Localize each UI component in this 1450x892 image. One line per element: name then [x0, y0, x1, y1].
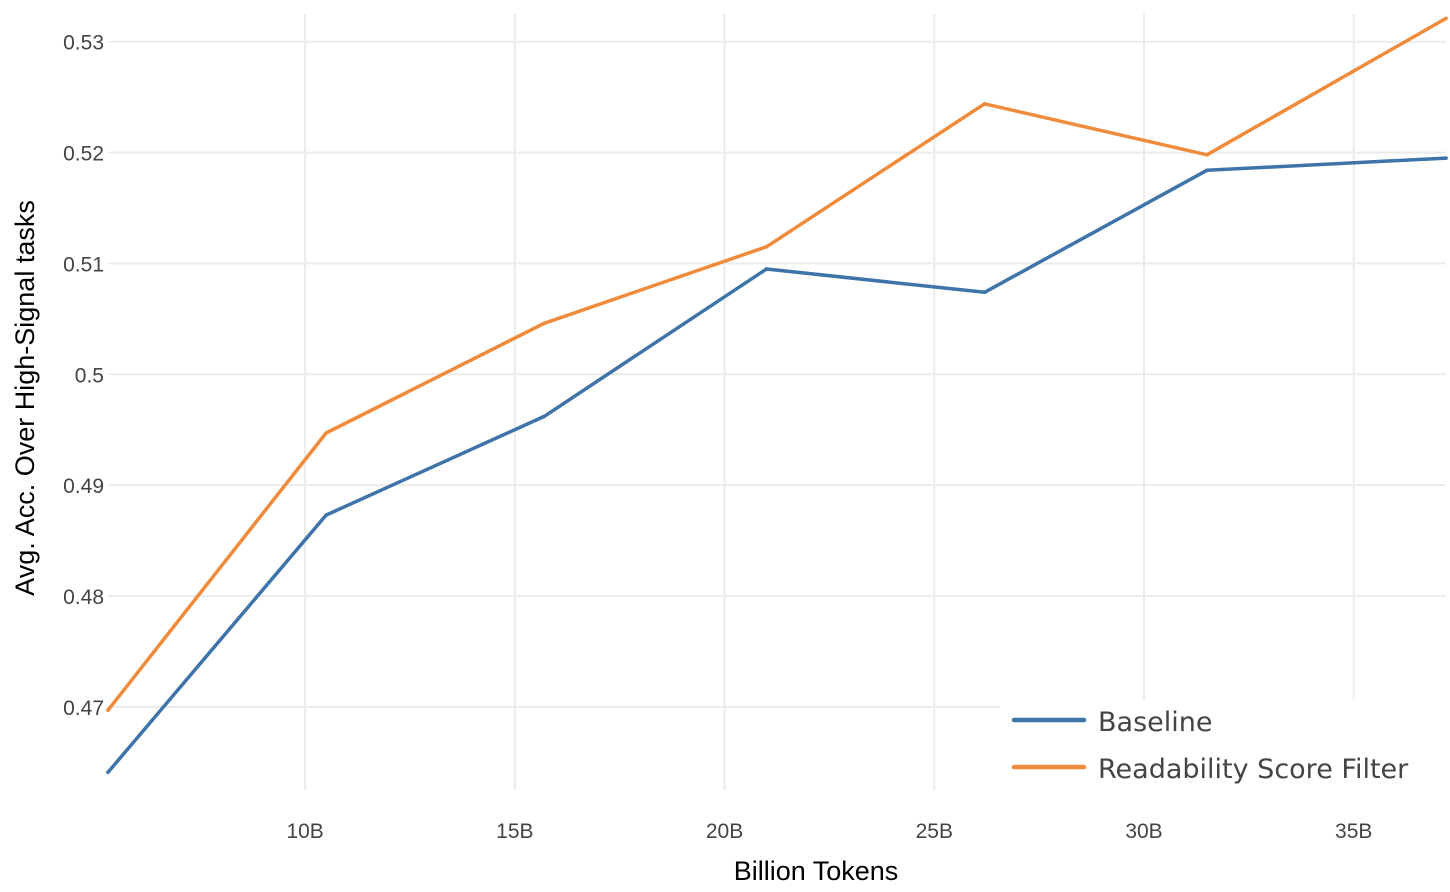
x-tick-label: 25B [916, 820, 953, 843]
data-point-baseline[interactable] [106, 770, 110, 775]
data-point-baseline[interactable] [1444, 156, 1448, 160]
x-tick-labels: 10B 15B 20B 25B 30B 35B [286, 820, 1372, 843]
series-layer [106, 16, 1448, 775]
data-point-readability-score-filter[interactable] [106, 708, 110, 712]
series-line-readability-score-filter [106, 16, 1448, 712]
y-tick-label: 0.51 [63, 253, 104, 276]
series-line-baseline [106, 156, 1448, 775]
data-point-baseline[interactable] [1205, 168, 1209, 173]
x-axis-title: Billion Tokens [734, 856, 899, 886]
y-gridlines [108, 40, 1446, 708]
x-tick-label: 35B [1335, 820, 1372, 843]
y-tick-label: 0.49 [63, 475, 104, 498]
x-tick-label: 15B [496, 820, 533, 843]
x-tick-label: 30B [1125, 820, 1162, 843]
data-point-readability-score-filter[interactable] [324, 431, 328, 435]
y-tick-label: 0.47 [63, 697, 104, 720]
x-tick-label: 20B [706, 820, 743, 843]
x-tick-label: 10B [286, 820, 323, 843]
y-tick-label: 0.53 [63, 32, 104, 55]
y-axis-title: Avg. Acc. Over High-Signal tasks [10, 200, 40, 596]
x-gridlines [304, 14, 1355, 790]
legend-label-baseline[interactable]: Baseline [1098, 707, 1212, 738]
data-point-baseline[interactable] [982, 290, 987, 295]
data-point-readability-score-filter[interactable] [1444, 16, 1448, 21]
data-point-readability-score-filter[interactable] [764, 245, 769, 249]
data-point-readability-score-filter[interactable] [542, 321, 547, 326]
data-point-baseline[interactable] [324, 513, 328, 517]
y-tick-label: 0.48 [63, 586, 104, 609]
legend: Baseline Readability Score Filter [1000, 700, 1446, 800]
data-point-readability-score-filter[interactable] [1205, 152, 1209, 157]
y-tick-label: 0.5 [75, 364, 104, 387]
legend-label-readability-score-filter[interactable]: Readability Score Filter [1098, 754, 1409, 785]
data-point-readability-score-filter[interactable] [982, 101, 987, 106]
legend-background [1000, 700, 1446, 800]
y-tick-label: 0.52 [63, 143, 104, 166]
y-tick-labels: 0.47 0.48 0.49 0.5 0.51 0.52 0.53 [63, 32, 104, 720]
data-point-baseline[interactable] [542, 414, 547, 419]
data-point-baseline[interactable] [764, 267, 769, 271]
